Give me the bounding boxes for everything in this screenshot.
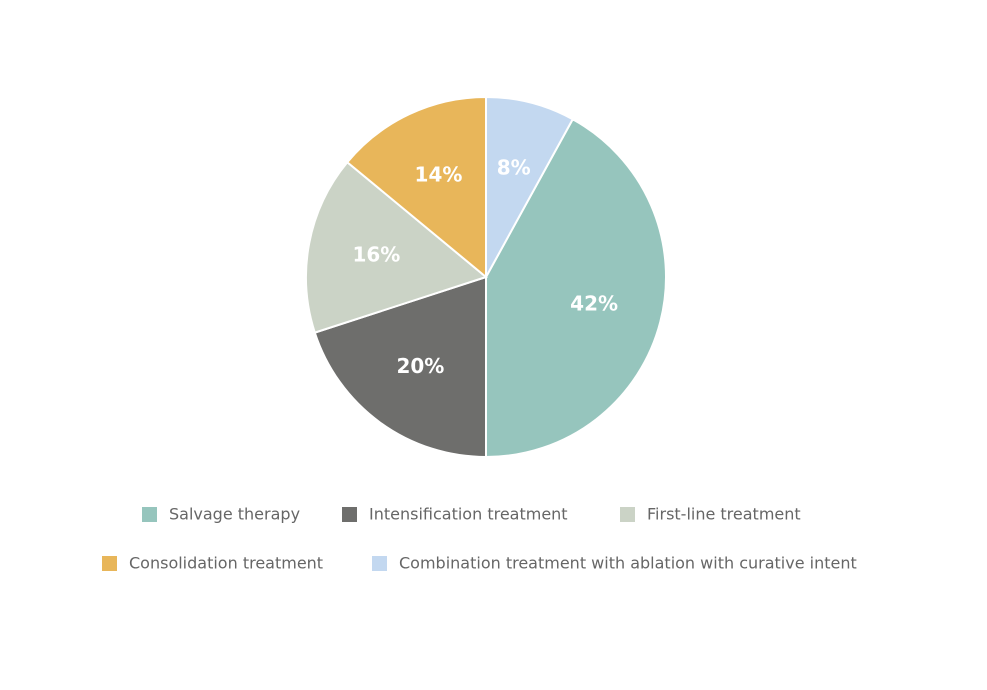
legend-swatch [372,556,387,571]
legend-swatch [102,556,117,571]
legend-swatch [342,507,357,522]
value-label: 16% [352,243,400,267]
value-label: 14% [415,163,463,187]
legend-label: Salvage therapy [169,505,300,524]
legend-label: First-line treatment [647,505,801,524]
legend-swatch [142,507,157,522]
pie-slice [313,275,487,459]
pie-slice [345,95,487,280]
legend-label: Combination treatment with ablation with… [399,554,857,573]
value-label: 20% [396,354,444,378]
value-label: 42% [570,291,618,315]
legend-swatch [620,507,635,522]
legend-label: Intensification treatment [369,505,568,524]
pie-slice [485,117,667,459]
pie-slice [485,95,575,278]
pie-slice [305,160,489,334]
legend-label: Consolidation treatment [129,554,323,573]
value-label: 8% [497,155,531,179]
